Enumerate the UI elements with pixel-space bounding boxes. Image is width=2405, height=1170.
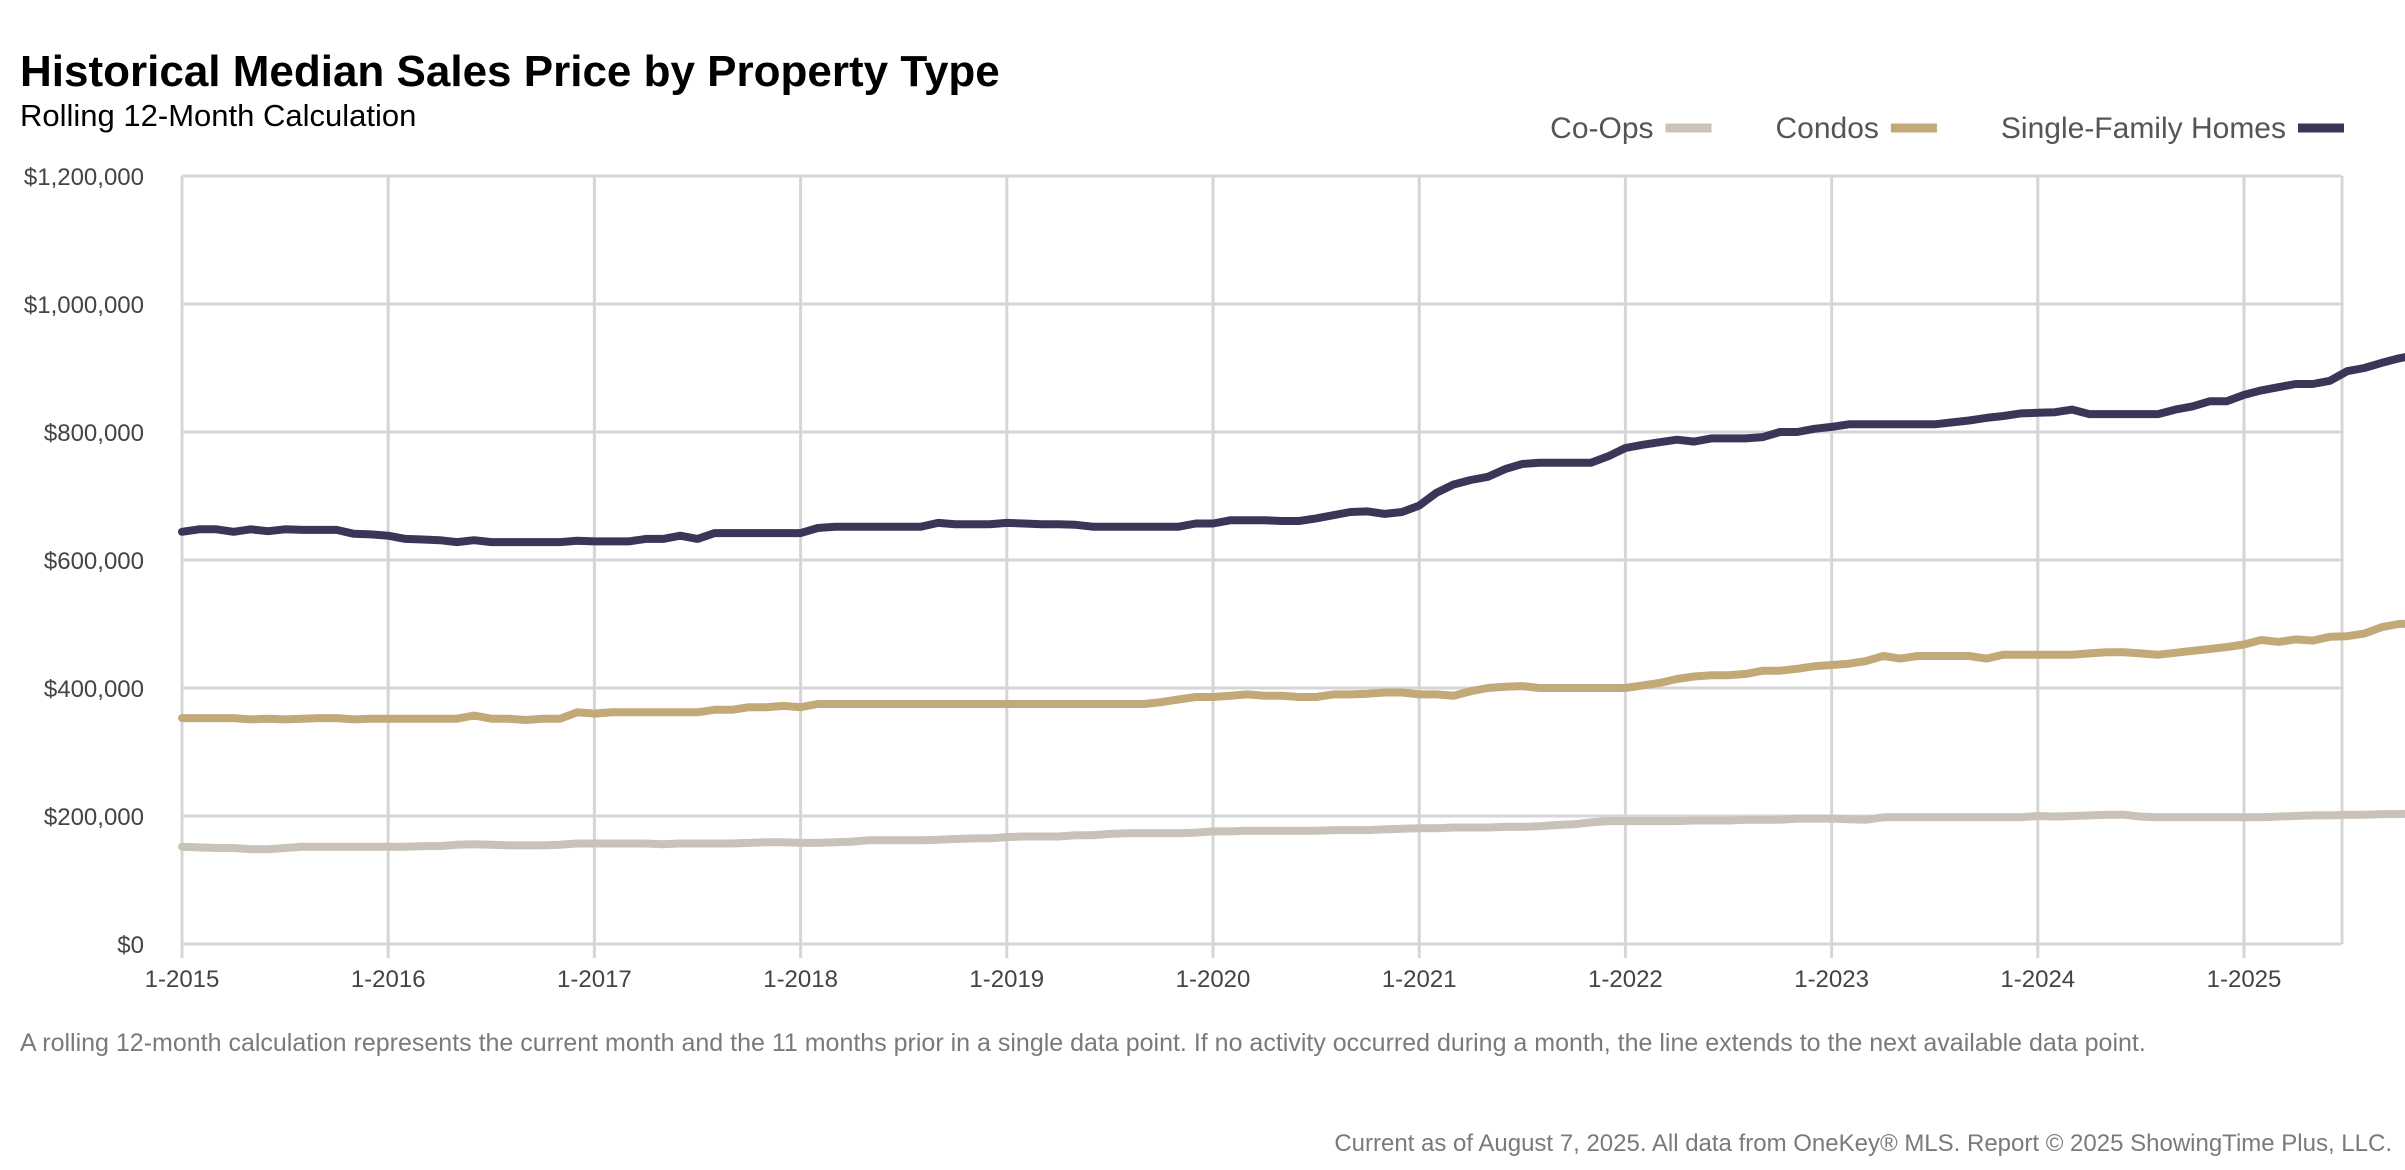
x-axis: 1-2015 1-2016 1-2017 1-2018 1-2019 1-2020 1-20… (145, 966, 2282, 993)
legend-label-co-ops: Co-Ops (1550, 112, 1653, 145)
x-tick-label: 1-2023 (1794, 966, 1869, 993)
y-tick-label: $200,000 (44, 804, 144, 831)
chart-subtitle: Rolling 12-Month Calculation (20, 98, 416, 133)
legend-label-single-family-homes: Single-Family Homes (2001, 112, 2286, 145)
x-tick-label: 1-2025 (2207, 966, 2282, 993)
x-tick-label: 1-2022 (1588, 966, 1663, 993)
y-tick-label: $800,000 (44, 420, 144, 447)
credit-line: Current as of August 7, 2025. All data f… (1334, 1130, 2392, 1157)
y-tick-label: $1,000,000 (24, 292, 144, 319)
x-tick-label: 1-2015 (145, 966, 220, 993)
chart-title: Historical Median Sales Price by Propert… (20, 47, 1000, 96)
x-tick-label: 1-2016 (351, 966, 426, 993)
x-tick-label: 1-2017 (557, 966, 632, 993)
legend: Single-Family Homes Condos Co-Ops (1550, 112, 2344, 145)
y-axis: $0 $200,000 $400,000 $600,000 $800,000 $1,000… (24, 164, 144, 959)
y-tick-label: $1,200,000 (24, 164, 144, 191)
x-tick-label: 1-2019 (969, 966, 1044, 993)
grid (180, 174, 2344, 958)
series-line-single-family-homes (178, 353, 2405, 547)
x-tick-label: 1-2021 (1382, 966, 1457, 993)
series-line-co-ops (178, 809, 2405, 854)
footnote: A rolling 12-month calculation represent… (20, 1029, 2146, 1057)
y-tick-label: $0 (117, 932, 144, 959)
x-tick-label: 1-2018 (763, 966, 838, 993)
x-tick-label: 1-2024 (2000, 966, 2075, 993)
series-group (178, 353, 2405, 854)
series-line-condos (178, 619, 2405, 724)
x-tick-label: 1-2020 (1176, 966, 1251, 993)
y-tick-label: $600,000 (44, 548, 144, 575)
legend-label-condos: Condos (1776, 112, 1879, 145)
y-tick-label: $400,000 (44, 676, 144, 703)
